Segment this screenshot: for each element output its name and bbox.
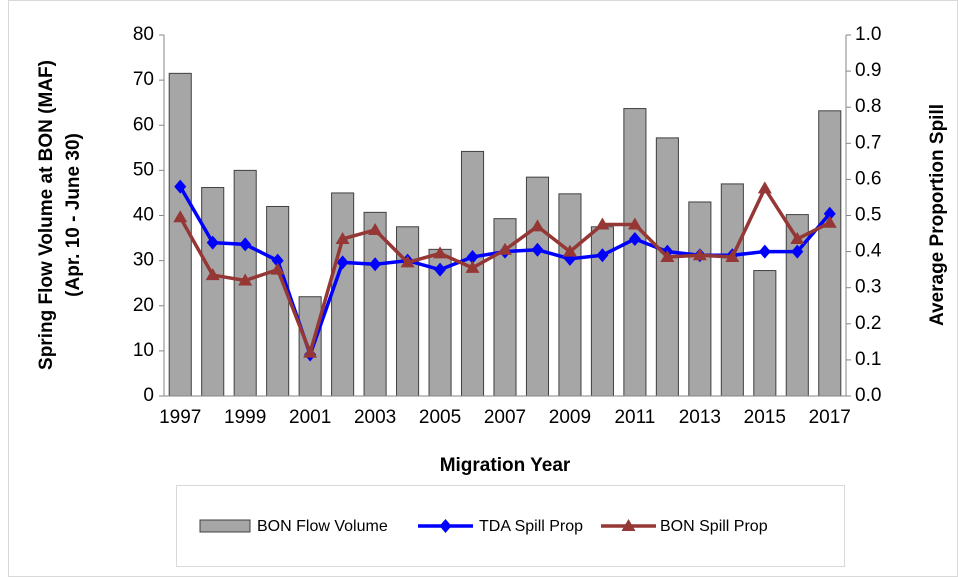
point-marker bbox=[174, 179, 187, 194]
legend-marker bbox=[621, 519, 636, 531]
point-marker bbox=[434, 262, 447, 277]
x-tick-label: 2009 bbox=[549, 407, 591, 428]
point-marker bbox=[530, 219, 545, 232]
legend-label: BON Flow Volume bbox=[257, 518, 388, 535]
point-marker bbox=[562, 244, 577, 257]
point-marker bbox=[692, 248, 707, 261]
point-marker bbox=[627, 217, 642, 230]
y-tick-label: 50 bbox=[133, 159, 154, 180]
y2-tick-label: 0.8 bbox=[855, 96, 881, 117]
y2-tick-label: 0.2 bbox=[855, 313, 881, 334]
point-marker bbox=[368, 222, 383, 235]
x-tick-label: 2003 bbox=[354, 407, 396, 428]
y2-tick-label: 0.9 bbox=[855, 60, 881, 81]
y2-tick-label: 0.1 bbox=[855, 349, 881, 370]
bar bbox=[201, 187, 225, 397]
x-tick-label: 2015 bbox=[744, 407, 786, 428]
legend-label: TDA Spill Prop bbox=[479, 518, 583, 535]
bar bbox=[266, 205, 290, 397]
bar bbox=[558, 193, 582, 397]
y2-tick-label: 0.0 bbox=[855, 385, 881, 406]
legend-label: BON Spill Prop bbox=[660, 518, 768, 535]
point-marker bbox=[270, 262, 285, 275]
bar bbox=[623, 108, 647, 397]
bar bbox=[525, 176, 550, 397]
bar bbox=[460, 150, 485, 397]
point-marker bbox=[465, 260, 480, 273]
point-marker bbox=[595, 217, 610, 230]
legend-box bbox=[176, 485, 845, 567]
y2-tick-label: 1.0 bbox=[855, 24, 881, 45]
point-marker bbox=[725, 250, 740, 263]
point-marker bbox=[531, 242, 544, 257]
point-marker bbox=[303, 345, 318, 358]
point-marker bbox=[823, 206, 836, 221]
bar bbox=[720, 183, 744, 397]
y-tick-label: 70 bbox=[133, 69, 154, 90]
point-marker bbox=[758, 244, 771, 259]
x-tick-label: 1997 bbox=[159, 407, 201, 428]
point-marker bbox=[596, 248, 609, 263]
x-tick-label: 2001 bbox=[289, 407, 331, 428]
point-marker bbox=[205, 268, 220, 281]
x-tick-label: 1999 bbox=[224, 407, 266, 428]
point-marker bbox=[822, 215, 837, 228]
y-tick-label: 60 bbox=[133, 114, 154, 135]
point-marker bbox=[336, 255, 349, 270]
point-marker bbox=[433, 246, 448, 259]
legend-swatch bbox=[199, 519, 251, 533]
legend-marker bbox=[439, 519, 452, 533]
bar bbox=[168, 72, 192, 397]
x-tick-label: 2017 bbox=[809, 407, 851, 428]
point-marker bbox=[660, 250, 675, 263]
point-marker bbox=[238, 273, 253, 286]
x-tick-label: 2013 bbox=[679, 407, 721, 428]
point-marker bbox=[791, 244, 804, 259]
bar bbox=[818, 110, 842, 397]
bar bbox=[396, 226, 420, 397]
y2-tick-label: 0.7 bbox=[855, 132, 881, 153]
x-tick-label: 2005 bbox=[419, 407, 461, 428]
y2-tick-label: 0.5 bbox=[855, 205, 881, 226]
y-tick-label: 80 bbox=[133, 24, 154, 45]
point-marker bbox=[400, 255, 415, 268]
y-axis-title: (Apr. 10 - June 30) bbox=[63, 133, 84, 297]
point-marker bbox=[628, 231, 641, 246]
y-axis-title: Spring Flow Volume at BON (MAF) bbox=[36, 60, 57, 370]
y-tick-label: 30 bbox=[133, 250, 154, 271]
point-marker bbox=[498, 242, 512, 255]
y-tick-label: 0 bbox=[143, 385, 154, 406]
point-marker bbox=[206, 235, 219, 250]
x-tick-label: 2007 bbox=[484, 407, 526, 428]
y2-tick-label: 0.4 bbox=[855, 241, 882, 262]
point-marker bbox=[271, 253, 284, 268]
y2-tick-label: 0.3 bbox=[855, 277, 881, 298]
y2-tick-label: 0.6 bbox=[855, 168, 881, 189]
point-marker bbox=[790, 231, 805, 244]
y-tick-label: 10 bbox=[133, 340, 154, 361]
x-tick-label: 2011 bbox=[614, 407, 655, 428]
point-marker bbox=[757, 181, 772, 194]
x-axis-title: Migration Year bbox=[440, 455, 571, 476]
bar bbox=[655, 137, 679, 397]
point-marker bbox=[466, 250, 479, 265]
bar bbox=[331, 192, 355, 397]
bar bbox=[688, 201, 712, 397]
point-marker bbox=[369, 257, 382, 272]
bar bbox=[753, 270, 777, 397]
y-tick-label: 20 bbox=[133, 295, 154, 316]
y2-axis-title: Average Proportion Spill bbox=[927, 104, 948, 326]
point-marker bbox=[335, 231, 350, 244]
y-tick-label: 40 bbox=[133, 205, 154, 226]
point-marker bbox=[239, 237, 252, 252]
point-marker bbox=[173, 210, 188, 223]
